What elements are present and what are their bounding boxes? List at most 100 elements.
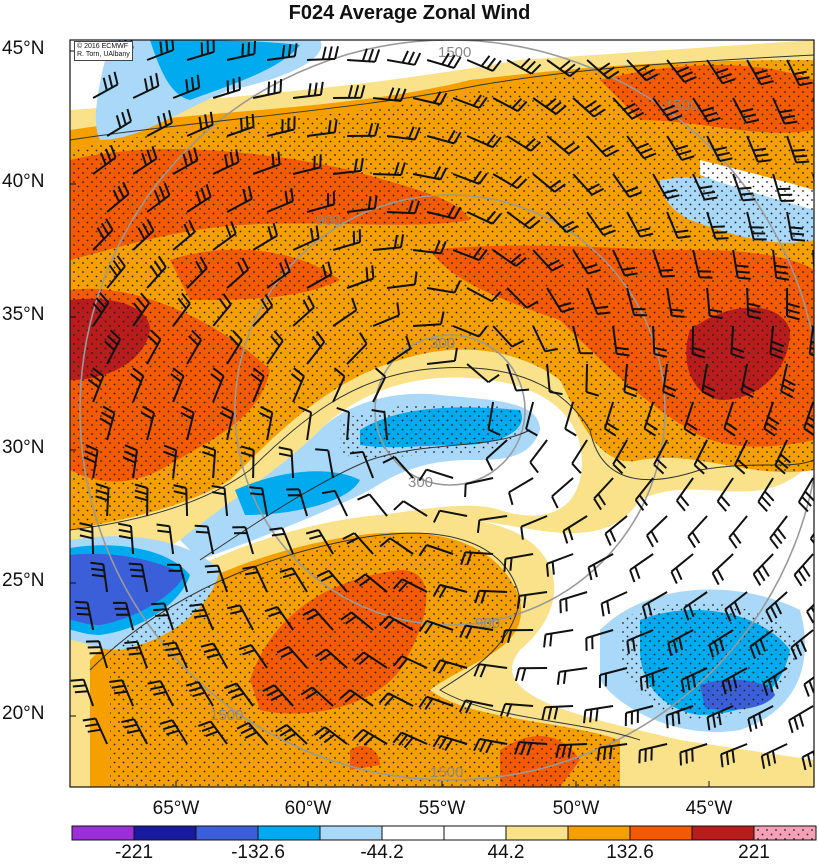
wind-barb	[596, 743, 628, 761]
wind-barb	[194, 524, 215, 555]
wind-barb	[452, 94, 488, 109]
wind-barb	[586, 135, 619, 158]
wind-barb	[292, 81, 324, 99]
colorbar-swatch	[257, 825, 321, 841]
wind-barb	[466, 55, 502, 72]
wind-barb	[786, 135, 810, 164]
wind-barb	[109, 679, 135, 707]
wind-barb	[556, 667, 588, 685]
wind-barb	[212, 149, 240, 175]
wind-barb	[211, 485, 229, 517]
wind-barb	[134, 483, 149, 517]
wind-barb	[198, 720, 228, 745]
wind-barb	[346, 195, 378, 213]
wind-barb	[585, 363, 600, 397]
wind-barb	[418, 468, 454, 482]
wind-barbs	[70, 40, 819, 771]
wind-barb	[104, 329, 121, 365]
wind-barb	[551, 477, 574, 509]
wind-barb	[262, 684, 294, 707]
wind-barb	[723, 401, 738, 437]
lat-label: 45°N	[2, 38, 45, 59]
contour-label: 1500	[210, 707, 243, 724]
wind-barb	[426, 130, 462, 145]
wind-barb	[250, 367, 265, 403]
height-contours	[79, 40, 814, 781]
wind-barb	[458, 699, 494, 714]
wind-barb	[292, 225, 320, 251]
wind-barb	[564, 401, 577, 437]
wind-barb	[732, 173, 756, 202]
wind-barb	[264, 605, 294, 631]
wind-barb	[555, 743, 588, 759]
wind-barb	[226, 40, 256, 61]
lon-label: 55°W	[418, 798, 466, 819]
wind-barb	[371, 409, 389, 441]
wind-barb	[532, 173, 566, 193]
wind-barb	[492, 97, 528, 112]
wind-barb	[266, 43, 298, 61]
wind-barb	[711, 553, 734, 586]
wind-barb	[172, 292, 191, 327]
wind-barb	[532, 325, 558, 353]
wind-barb	[598, 667, 628, 689]
wind-barb	[801, 749, 814, 771]
wind-barb	[532, 249, 565, 272]
wind-barb	[146, 40, 175, 61]
wind-barb	[180, 405, 195, 441]
wind-barb	[815, 440, 819, 474]
wind-barb	[667, 629, 694, 656]
wind-barb	[693, 439, 708, 475]
wind-barb	[652, 325, 668, 358]
wind-barb	[252, 79, 283, 99]
wind-barb	[172, 147, 199, 175]
wind-barb	[128, 562, 149, 593]
wind-barb	[740, 363, 755, 399]
wind-barb	[378, 615, 414, 631]
wind-barb	[132, 218, 155, 251]
wind-barb	[687, 515, 708, 549]
wind-barb	[321, 489, 349, 517]
wind-barb	[266, 330, 284, 365]
wind-barb	[612, 173, 642, 198]
wind-barb	[572, 173, 604, 196]
wind-barb	[386, 50, 422, 66]
wind-barb	[162, 641, 189, 669]
wind-barb	[749, 629, 774, 659]
wind-barb	[426, 280, 462, 294]
wind-barb	[514, 667, 548, 682]
wind-barb	[306, 261, 333, 289]
wind-barb	[226, 257, 250, 289]
wind-barb	[652, 249, 675, 278]
wind-barb	[546, 287, 575, 313]
wind-barb	[300, 686, 334, 707]
wind-barb	[346, 265, 375, 289]
wind-barb	[426, 52, 462, 69]
colorbar-swatch	[71, 825, 135, 841]
wind-barb	[460, 551, 494, 566]
wind-barb	[670, 553, 694, 585]
colorbar	[71, 825, 817, 841]
wind-barb	[332, 297, 358, 327]
wind-barb	[499, 702, 534, 717]
wind-barb	[772, 97, 798, 125]
colorbar-swatch	[381, 825, 445, 841]
wind-barb	[503, 553, 534, 572]
wind-barb	[692, 97, 721, 123]
wind-barb	[130, 367, 145, 403]
wind-barb	[240, 445, 255, 479]
wind-barb	[426, 347, 458, 365]
wind-barb	[413, 311, 445, 327]
wind-barb	[315, 448, 335, 479]
wind-barb	[372, 302, 400, 327]
wind-barb	[151, 602, 175, 631]
wind-barb	[346, 332, 368, 365]
wind-barb	[113, 601, 135, 631]
wind-barb	[793, 553, 814, 587]
wind-barb	[506, 287, 539, 309]
wind-barb	[349, 450, 375, 479]
wind-barb	[132, 292, 150, 327]
wind-barb	[724, 591, 748, 622]
wind-barb	[666, 211, 691, 239]
wind-barb	[146, 329, 162, 365]
